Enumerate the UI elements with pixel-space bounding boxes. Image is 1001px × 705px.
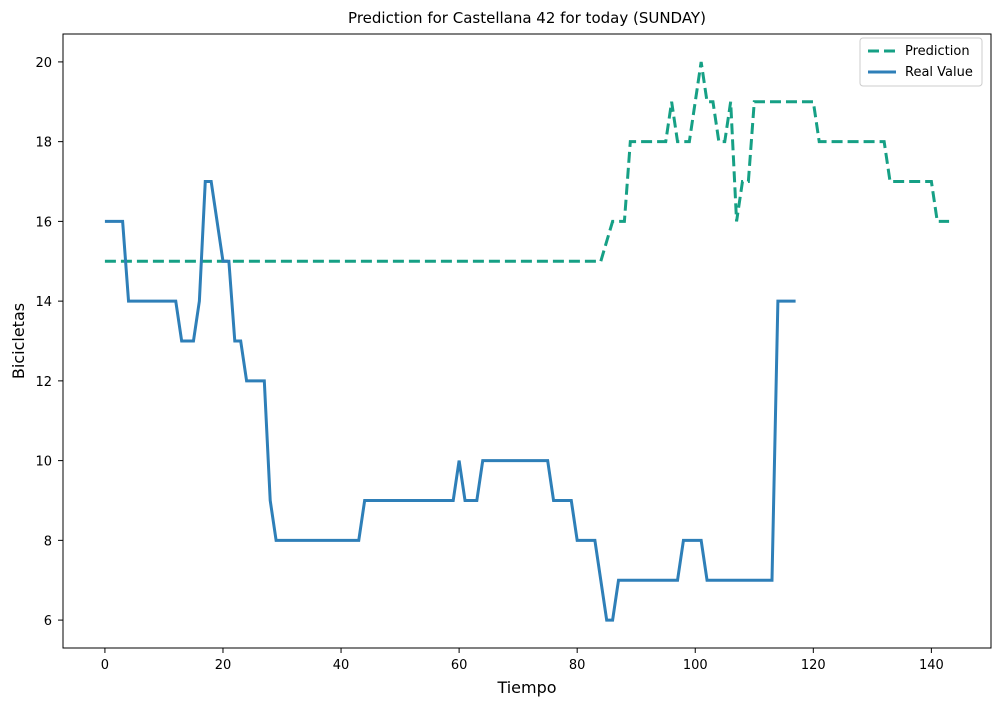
- legend-label-real-value: Real Value: [905, 65, 973, 80]
- y-tick-label: 6: [44, 614, 52, 629]
- y-tick-label: 12: [35, 375, 52, 390]
- x-axis-label: Tiempo: [496, 678, 556, 697]
- x-tick-label: 100: [683, 658, 708, 673]
- series-line-real-value: [104, 180, 796, 622]
- x-tick-label: 140: [919, 658, 944, 673]
- x-tick-label: 40: [333, 658, 350, 673]
- x-tick-label: 80: [569, 658, 586, 673]
- y-tick-label: 8: [44, 534, 52, 549]
- legend-label-prediction: Prediction: [905, 44, 970, 59]
- x-tick-label: 0: [101, 658, 109, 673]
- legend: Prediction Real Value: [859, 37, 983, 87]
- x-tick-label: 60: [451, 658, 468, 673]
- x-tick-label: 120: [801, 658, 826, 673]
- y-tick-label: 10: [35, 455, 52, 470]
- series-line-prediction: [104, 61, 950, 263]
- y-axis-label: Bicicletas: [9, 303, 28, 379]
- y-tick-label: 16: [35, 215, 52, 230]
- y-tick-label: 18: [35, 136, 52, 151]
- y-tick-label: 14: [35, 295, 52, 310]
- x-tick-label: 20: [215, 658, 232, 673]
- plot-frame: [62, 33, 992, 649]
- chart-title: Prediction for Castellana 42 for today (…: [348, 9, 706, 27]
- y-tick-label: 20: [35, 56, 52, 71]
